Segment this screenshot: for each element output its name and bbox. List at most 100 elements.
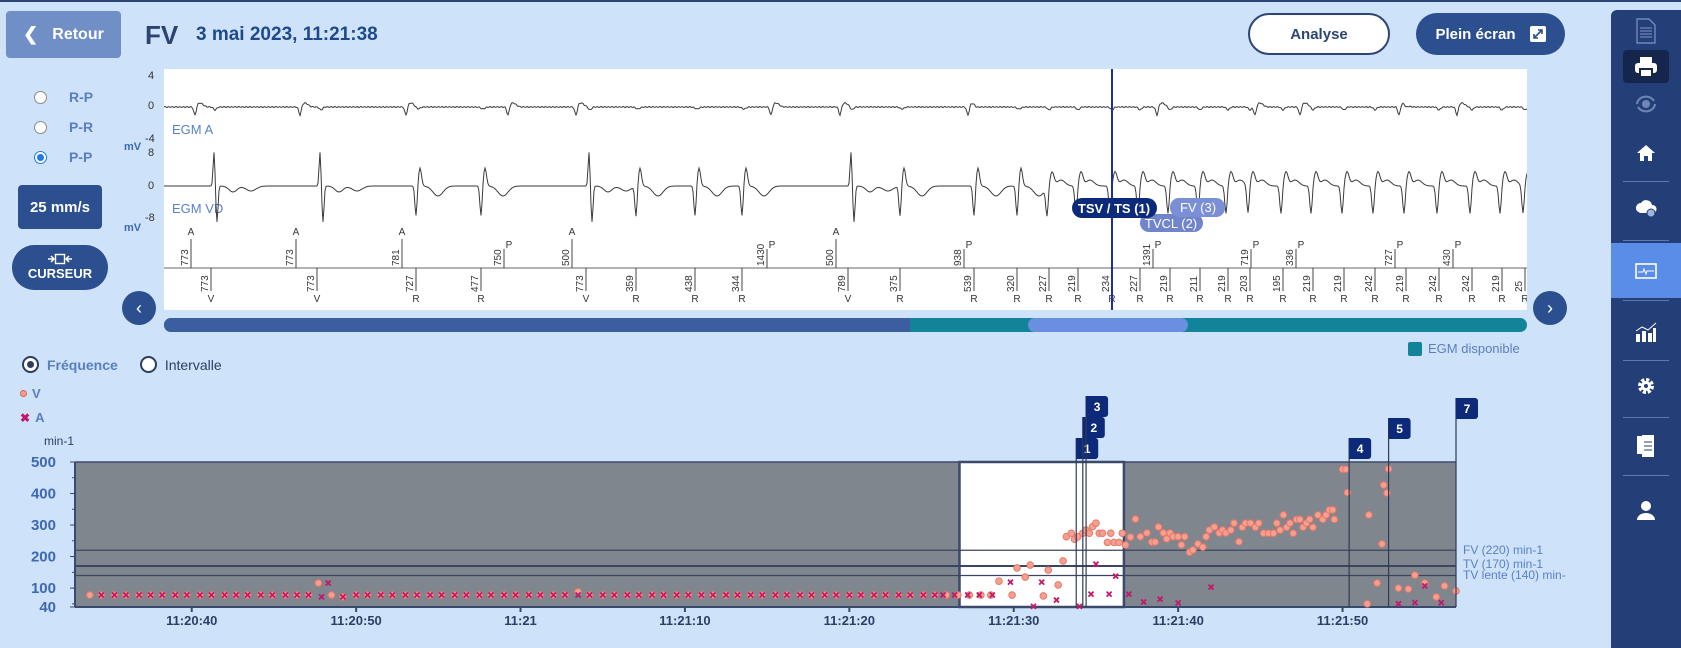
- legend-label: EGM disponible: [1428, 341, 1520, 356]
- mode-intervalle-label[interactable]: Intervalle: [164, 356, 222, 373]
- ventricular-marker-interval: 438: [684, 275, 695, 292]
- back-button[interactable]: ❮ Retour: [6, 11, 121, 58]
- v-point: [1254, 519, 1263, 527]
- cursor-button[interactable]: CURSEUR: [12, 245, 108, 290]
- x-tick-label: 11:21:50: [1317, 613, 1368, 628]
- tag-tsv-ts[interactable]: TSV / TS (1): [1072, 198, 1157, 218]
- radio-frequence[interactable]: [22, 356, 39, 373]
- v-point: [1309, 523, 1317, 532]
- y-tick-label: 100: [31, 580, 56, 597]
- monitor-ecg-icon: [1635, 262, 1657, 279]
- y-tick-label: 300: [31, 517, 56, 534]
- a-point: [1156, 595, 1164, 603]
- scroll-left-button[interactable]: ‹: [122, 291, 156, 325]
- radio-icon: [34, 90, 47, 104]
- tag-tvcl[interactable]: TVCL (2): [1140, 214, 1203, 232]
- v-point: [1154, 523, 1163, 531]
- sidebar-item-profile[interactable]: [1611, 498, 1681, 522]
- sidebar-item-settings[interactable]: [1611, 374, 1681, 398]
- a-point: [282, 591, 289, 599]
- ventricular-marker-interval: 375: [889, 275, 900, 292]
- v-point: [1067, 529, 1076, 538]
- x-tick-label: 11:21:10: [659, 613, 710, 628]
- event-flag[interactable]: [1456, 398, 1478, 419]
- analyse-button[interactable]: Analyse: [1248, 13, 1390, 55]
- a-point: [561, 591, 569, 599]
- ventricular-marker-interval: 242: [1364, 275, 1375, 292]
- v-point: [986, 591, 995, 599]
- timeline-window-handle[interactable]: [1028, 318, 1188, 332]
- radio-intervalle[interactable]: [139, 356, 157, 373]
- scroll-right-button[interactable]: ›: [1533, 291, 1567, 325]
- radio-p-r[interactable]: P-R: [34, 119, 93, 135]
- egm-viewer[interactable]: EGM A EGM VD A 773 A 773 A 781 P 750 A 500 P 1430 A 5…: [163, 69, 1529, 310]
- a-point: [635, 591, 643, 599]
- atrial-marker-type: P: [1298, 240, 1305, 251]
- rate-chart[interactable]: FV (220) min-1TV (170) min-1TV lente (14…: [0, 380, 1611, 648]
- event-flag[interactable]: [1086, 396, 1109, 417]
- cursor-compress-icon: [48, 253, 72, 265]
- a-point: [821, 591, 828, 599]
- sidebar-item-document[interactable]: [1611, 15, 1681, 47]
- sidebar-item-cardio[interactable]: [1611, 197, 1681, 221]
- a-point: [352, 591, 360, 599]
- egm-vd-trace: [164, 152, 1528, 222]
- sidebar-item-episodes[interactable]: [1611, 243, 1681, 298]
- atrial-marker-type: P: [1397, 240, 1404, 251]
- plot-area: [75, 462, 1456, 607]
- atrial-marker-type: P: [1155, 240, 1162, 251]
- v-point: [1379, 481, 1388, 489]
- a-point: [463, 591, 470, 599]
- sidebar-item-report[interactable]: [1611, 433, 1681, 459]
- a-point: [1421, 582, 1428, 590]
- v-point: [1394, 584, 1403, 592]
- atrial-marker-type: P: [966, 240, 973, 251]
- ventricular-marker-type: R: [1402, 294, 1409, 305]
- v-point: [1159, 529, 1168, 537]
- egm-timeline-scrollbar[interactable]: [164, 318, 1527, 332]
- ventricular-marker-type: V: [208, 294, 215, 305]
- a-point: [833, 591, 840, 599]
- atrial-marker-type: A: [833, 227, 840, 238]
- v-point: [1131, 515, 1140, 523]
- atrial-marker-type: P: [506, 240, 513, 251]
- tag-fv[interactable]: FV (3): [1170, 198, 1225, 217]
- a-point: [783, 591, 791, 599]
- sidebar-item-statistics[interactable]: [1611, 320, 1681, 344]
- ventricular-marker-interval: 727: [405, 275, 416, 292]
- a-point: [1207, 584, 1215, 591]
- event-flag[interactable]: [1388, 418, 1411, 439]
- event-flag[interactable]: [1349, 438, 1372, 459]
- a-point: [709, 591, 717, 599]
- atrial-marker-interval: 773: [180, 249, 191, 266]
- mode-frequence-label[interactable]: Fréquence: [47, 356, 118, 373]
- event-flag[interactable]: [1076, 438, 1099, 459]
- atrial-marker-interval: 336: [1285, 249, 1296, 266]
- sidebar-item-print[interactable]: [1623, 50, 1669, 83]
- a-point: [759, 591, 766, 599]
- ventricular-marker-type: R: [1196, 294, 1203, 305]
- ventricular-marker-type: R: [896, 294, 903, 305]
- egm-a-label: EGM A: [172, 122, 214, 137]
- v-point: [1314, 511, 1322, 519]
- radio-selected-icon: [34, 150, 47, 164]
- a-point: [183, 591, 190, 599]
- cross-icon: ✖: [20, 410, 31, 425]
- egm-available-legend: EGM disponible: [1408, 341, 1520, 356]
- v-point: [1365, 511, 1373, 519]
- sidebar-item-sync[interactable]: [1611, 88, 1681, 120]
- event-flag-label: 1: [1084, 442, 1091, 456]
- radio-r-p[interactable]: R-P: [34, 89, 93, 105]
- a-point: [951, 591, 958, 599]
- sidebar-item-home[interactable]: [1611, 141, 1681, 165]
- radio-p-p[interactable]: P-P: [34, 149, 92, 165]
- speed-button[interactable]: 25 mm/s: [18, 185, 102, 229]
- a-point: [257, 591, 264, 599]
- egm-a-scale-max: 4: [148, 70, 155, 82]
- a-point: [221, 591, 228, 599]
- ventricular-marker-type: R: [632, 294, 639, 305]
- event-flag[interactable]: [1082, 417, 1105, 438]
- back-label: Retour: [52, 25, 104, 43]
- fullscreen-button[interactable]: Plein écran: [1416, 13, 1565, 55]
- ventricular-marker-type: R: [1309, 294, 1316, 305]
